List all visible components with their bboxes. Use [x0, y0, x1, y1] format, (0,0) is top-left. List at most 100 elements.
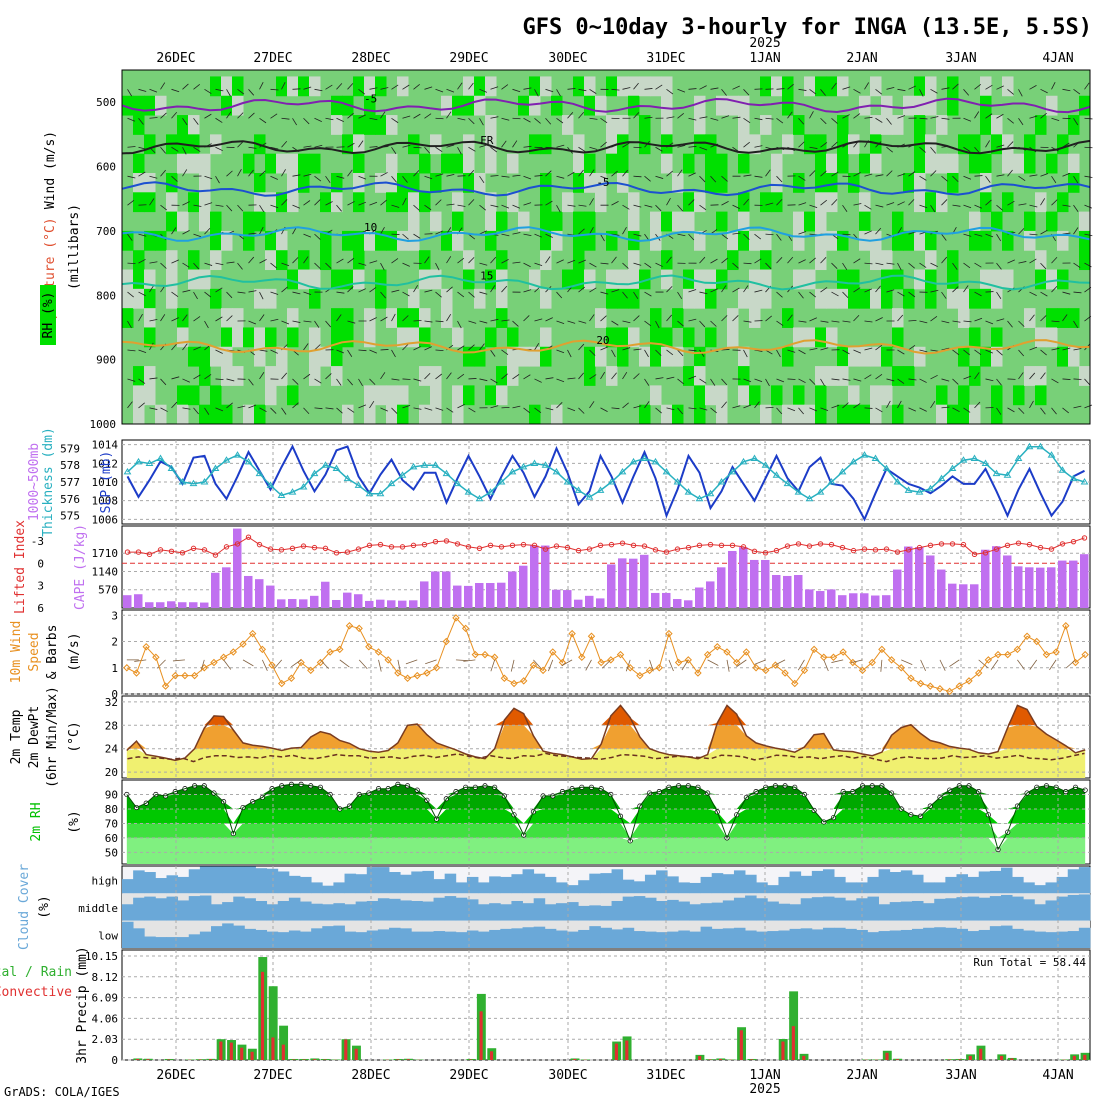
cloud-bar-low [822, 927, 835, 948]
wind-barb [732, 287, 740, 293]
rh-cell [496, 366, 508, 386]
wind-barb [215, 407, 224, 412]
rh-cell [881, 346, 893, 367]
wind-barb [567, 204, 576, 207]
wind-barb [325, 373, 332, 380]
temp-band-fill [126, 748, 1086, 778]
wind-speed-marker [703, 650, 712, 659]
rh-cell [837, 269, 849, 290]
rh-cell [694, 192, 706, 213]
rh-cell [1024, 230, 1036, 251]
wind-barb [534, 233, 543, 238]
wind-barb [787, 111, 793, 119]
footer-credit: GrADS: COLA/IGES [4, 1085, 120, 1099]
rh-cell [947, 250, 959, 271]
wind-barb [875, 174, 884, 177]
rh-cell [771, 76, 783, 97]
y-tick-label: 600 [96, 161, 116, 174]
cloud-bar-middle [277, 900, 290, 921]
rh-cell [936, 115, 948, 135]
rh-cell [155, 404, 167, 425]
wind-barb [248, 169, 254, 177]
rh-cell [199, 404, 211, 425]
rh-cell [980, 76, 992, 97]
rh-cell [628, 269, 640, 290]
wind-barb [215, 316, 223, 322]
rh-cell [529, 76, 541, 97]
rh-cell [452, 211, 464, 232]
rh-cell [738, 230, 750, 251]
wind-barb [743, 349, 748, 358]
rh-cell [727, 308, 739, 328]
wind-barb [556, 175, 565, 179]
wind-barb [171, 259, 179, 264]
isotherm-label: -5 [596, 176, 609, 189]
isotherm-line [121, 339, 1091, 355]
wind-barb [864, 407, 873, 409]
cape-bar [728, 550, 737, 608]
wind-barb [644, 116, 653, 119]
rh-cell [452, 230, 464, 251]
wind-barb [908, 291, 916, 298]
wind-barb [193, 204, 202, 207]
wind-barb [402, 115, 411, 119]
wind-barb [600, 371, 606, 380]
rh-cell [969, 153, 981, 174]
y-axis-label-precip: 3hr Precip (mm) [75, 946, 90, 1063]
wind-barb [468, 233, 476, 240]
wind-barb [677, 407, 684, 415]
wind-barb [765, 315, 772, 322]
rh-cell [991, 211, 1003, 232]
cloud-bar-low [923, 927, 935, 948]
rh-cell [221, 404, 233, 425]
rh-cell [243, 230, 255, 251]
cloud-bar-low [600, 927, 612, 948]
wind-barb [688, 233, 695, 241]
wind-barb [919, 175, 927, 181]
y-axis-label-units: (%) [37, 895, 52, 918]
legend-label-wind: Wind (m/s) [43, 131, 58, 209]
cape-bar [926, 555, 935, 608]
rh-cell [551, 211, 563, 232]
rh-cell [584, 172, 596, 193]
wind-barb [600, 141, 607, 148]
wind-barb [666, 88, 674, 95]
cloud-bar-high [311, 882, 323, 894]
wind-barb [523, 315, 530, 322]
wind-barb [699, 256, 706, 264]
wind-barb [864, 204, 872, 210]
rh-cell [353, 134, 365, 155]
rh-cell [331, 172, 343, 193]
cloud-bar-middle [344, 904, 357, 921]
cloud-bar-low [466, 930, 479, 948]
rh-cell [177, 385, 189, 406]
rh-cell [177, 327, 189, 348]
wind-barb [248, 146, 257, 149]
rh-cell [430, 211, 442, 232]
wind-barb [1062, 172, 1071, 177]
wind-barb [193, 374, 201, 380]
wind-barb [1007, 320, 1013, 328]
wind-barb [743, 262, 752, 265]
wind-barb [875, 204, 884, 208]
cape-bar [783, 575, 792, 608]
cape-bar [1047, 567, 1056, 608]
wind-barb [391, 175, 397, 183]
cloud-bar-middle [800, 898, 813, 921]
cloud-bar-middle [422, 901, 434, 921]
cloud-bar-low [845, 928, 857, 948]
rh-cell [1035, 192, 1047, 213]
wind-barb [292, 118, 298, 126]
wind-barb [939, 659, 946, 671]
cape-bar [1036, 567, 1045, 608]
y-tick-label: 500 [96, 96, 116, 109]
rh-cell [705, 385, 717, 406]
wind-barb [600, 291, 609, 295]
cloud-bar-middle [1000, 894, 1013, 921]
wind-barb [512, 320, 519, 327]
wind-barb [721, 115, 730, 119]
rh-cell [540, 192, 552, 213]
wind-barb [270, 88, 279, 91]
wind-barb [930, 289, 939, 293]
wind-barb [798, 88, 807, 91]
